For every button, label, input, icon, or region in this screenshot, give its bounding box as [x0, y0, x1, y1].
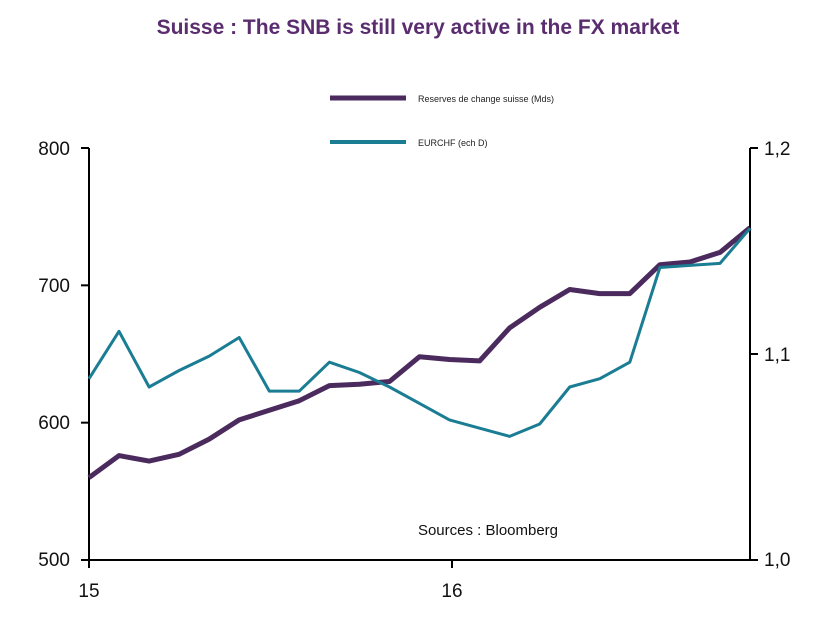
- chart-title: Suisse : The SNB is still very active in…: [157, 16, 680, 39]
- left-y-tick-label: 700: [38, 276, 70, 297]
- series-line-eurchf: [87, 227, 752, 438]
- tick-marks: [81, 147, 758, 568]
- series-line-reserves: [87, 225, 752, 480]
- legend: Reserves de change suisse (Mds) EURCHF (…: [330, 94, 554, 148]
- left-y-tick-label: 600: [38, 413, 70, 434]
- right-y-tick-label: 1,2: [764, 139, 790, 160]
- right-y-tick-labels: 1,0 1,1 1,2: [764, 139, 790, 571]
- x-tick-label: 16: [441, 581, 462, 602]
- left-y-tick-label: 800: [38, 139, 70, 160]
- x-tick-label: 15: [78, 581, 99, 602]
- x-tick-labels: 15 16: [78, 581, 462, 602]
- left-y-tick-label: 500: [38, 550, 70, 571]
- axes: [81, 147, 758, 568]
- series-layer: [87, 225, 752, 480]
- left-y-tick-labels: 500 600 700 800: [38, 139, 70, 571]
- legend-label-eurchf: EURCHF (ech D): [418, 138, 488, 148]
- legend-label-reserves: Reserves de change suisse (Mds): [418, 94, 554, 104]
- source-note: Sources : Bloomberg: [418, 522, 558, 539]
- right-y-tick-label: 1,1: [764, 345, 790, 366]
- right-y-tick-label: 1,0: [764, 550, 790, 571]
